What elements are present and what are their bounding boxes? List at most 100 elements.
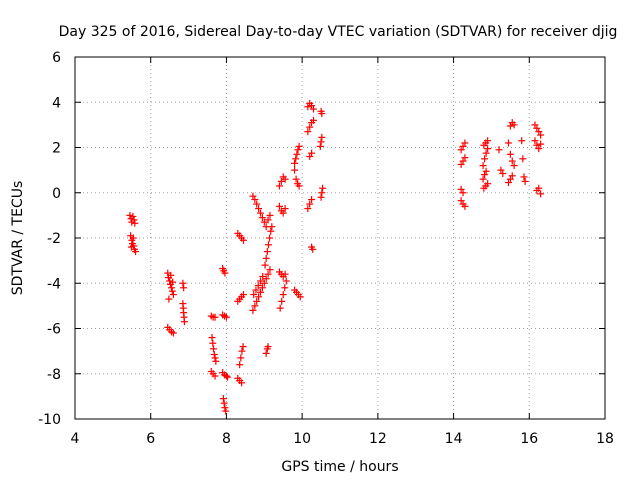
data-point bbox=[495, 146, 503, 154]
data-point bbox=[310, 105, 317, 113]
data-point bbox=[249, 306, 257, 314]
data-point bbox=[260, 218, 268, 226]
data-point bbox=[260, 279, 268, 287]
y-tick-label: 2 bbox=[52, 141, 61, 157]
y-tick-label: -2 bbox=[47, 231, 61, 247]
data-point bbox=[281, 270, 289, 278]
data-point bbox=[220, 399, 228, 407]
data-point bbox=[221, 404, 229, 412]
data-point bbox=[308, 196, 316, 204]
data-point bbox=[306, 200, 314, 208]
data-point bbox=[461, 202, 469, 210]
data-point bbox=[291, 166, 299, 174]
data-point bbox=[130, 216, 138, 224]
data-point bbox=[537, 131, 545, 139]
data-point bbox=[237, 354, 245, 362]
data-point bbox=[239, 291, 247, 299]
data-point bbox=[224, 373, 232, 381]
data-point bbox=[167, 271, 175, 279]
data-point bbox=[266, 234, 274, 242]
data-point bbox=[275, 182, 283, 190]
data-point bbox=[222, 372, 230, 380]
data-point bbox=[537, 190, 545, 198]
data-point bbox=[262, 349, 270, 357]
data-point bbox=[132, 248, 140, 256]
data-point bbox=[238, 347, 246, 355]
data-point bbox=[255, 205, 263, 213]
data-point bbox=[222, 407, 230, 415]
data-point bbox=[461, 139, 469, 147]
data-point bbox=[221, 269, 229, 277]
data-point bbox=[481, 155, 489, 163]
data-point bbox=[129, 213, 137, 221]
data-point bbox=[262, 254, 270, 262]
data-point bbox=[211, 372, 219, 380]
data-point bbox=[279, 291, 287, 299]
data-point bbox=[168, 287, 176, 295]
data-point bbox=[126, 211, 134, 219]
x-tick-label: 6 bbox=[146, 431, 155, 447]
data-point bbox=[129, 234, 137, 242]
data-point bbox=[459, 189, 467, 197]
data-point bbox=[481, 171, 489, 179]
data-point bbox=[484, 180, 492, 188]
data-point bbox=[518, 137, 526, 145]
x-tick-labels: 4 6 8 10 12 14 16 18 bbox=[71, 431, 614, 447]
data-point bbox=[519, 155, 527, 163]
data-point bbox=[212, 357, 220, 365]
data-point bbox=[253, 200, 261, 208]
data-point bbox=[179, 279, 187, 287]
data-point bbox=[282, 277, 290, 285]
data-points bbox=[126, 99, 545, 415]
data-point bbox=[257, 277, 264, 285]
data-point bbox=[266, 266, 274, 274]
data-point bbox=[535, 145, 543, 153]
data-point bbox=[535, 184, 543, 192]
data-point bbox=[210, 351, 218, 359]
y-tick-label: 6 bbox=[52, 50, 61, 66]
data-point bbox=[254, 282, 262, 290]
data-point bbox=[131, 219, 139, 227]
x-tick-label: 16 bbox=[520, 431, 538, 447]
data-point bbox=[264, 216, 272, 224]
data-point bbox=[257, 209, 264, 217]
x-tick-label: 18 bbox=[596, 431, 614, 447]
y-tick-labels: -10 -8 -6 -4 -2 0 2 4 6 bbox=[38, 50, 61, 428]
data-point bbox=[521, 177, 529, 185]
data-point bbox=[484, 137, 492, 145]
data-point bbox=[506, 150, 514, 158]
data-point bbox=[251, 302, 259, 310]
data-point bbox=[319, 184, 327, 192]
data-point bbox=[479, 162, 487, 170]
data-point bbox=[316, 142, 324, 150]
x-tick-label: 4 bbox=[71, 431, 80, 447]
data-point bbox=[238, 379, 246, 387]
data-point bbox=[169, 291, 177, 299]
data-point bbox=[263, 248, 271, 256]
data-point bbox=[258, 214, 266, 222]
data-point bbox=[296, 293, 304, 301]
x-tick-label: 8 bbox=[222, 431, 231, 447]
data-point bbox=[264, 343, 272, 351]
data-point bbox=[318, 110, 326, 118]
data-point bbox=[294, 146, 302, 154]
data-point bbox=[281, 284, 289, 292]
data-point bbox=[293, 150, 301, 158]
chart-title: Day 325 of 2016, Sidereal Day-to-day VTE… bbox=[59, 24, 618, 40]
data-point bbox=[239, 343, 247, 351]
data-point bbox=[259, 272, 267, 280]
data-point bbox=[253, 297, 261, 305]
data-point bbox=[510, 162, 518, 170]
data-point bbox=[264, 241, 272, 249]
data-point bbox=[482, 149, 490, 157]
x-tick-label: 10 bbox=[293, 431, 311, 447]
data-point bbox=[304, 205, 312, 213]
data-point bbox=[264, 270, 272, 278]
data-point bbox=[278, 297, 286, 305]
data-point bbox=[510, 121, 518, 129]
data-point bbox=[508, 172, 516, 180]
data-point bbox=[304, 128, 312, 136]
data-point bbox=[222, 313, 230, 321]
data-point bbox=[276, 304, 284, 312]
